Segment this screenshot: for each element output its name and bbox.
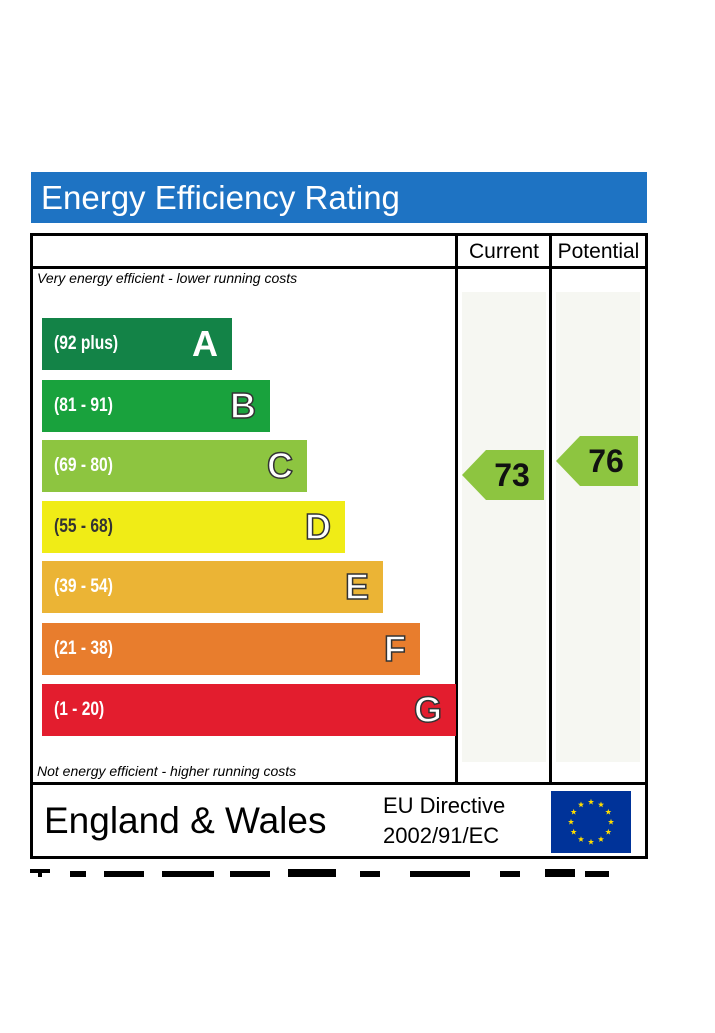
flag-star	[577, 836, 585, 842]
column-header-potential: Potential	[557, 240, 640, 263]
band-f: (21 - 38) F	[42, 623, 420, 675]
band-c: (69 - 80) C	[42, 440, 307, 492]
directive-line-1: EU Directive	[383, 793, 506, 818]
chart-title: Energy Efficiency Rating	[41, 179, 400, 216]
band-letter: F	[383, 627, 407, 670]
current-arrow-shape	[462, 450, 544, 500]
band-letter: D	[304, 505, 332, 548]
title-bar: Energy Efficiency Rating	[31, 172, 647, 223]
band-letter: C	[266, 444, 294, 487]
flag-star	[607, 818, 615, 825]
border-top	[30, 233, 648, 236]
footer-directive: EU Directive 2002/91/EC	[383, 791, 505, 851]
band-b: (81 - 91) B	[42, 380, 270, 432]
current-rating-arrow: 73	[462, 450, 544, 500]
band-g: (1 - 20) G	[42, 684, 456, 736]
band-letter: B	[229, 384, 257, 427]
border-right	[645, 233, 648, 859]
potential-rating-value: 76	[588, 443, 624, 479]
band-range-label: (21 - 38)	[54, 638, 113, 659]
directive-line-2: 2002/91/EC	[383, 823, 500, 848]
current-column-bg	[462, 292, 546, 762]
band-range-label: (69 - 80)	[54, 455, 113, 476]
border-header	[30, 266, 648, 269]
eu-flag-icon	[551, 791, 631, 853]
column-header-current: Current	[468, 240, 540, 263]
band-range-label: (39 - 54)	[54, 576, 113, 597]
flag-star	[570, 828, 577, 835]
band-range-label: (81 - 91)	[54, 395, 113, 416]
flag-star	[567, 818, 575, 825]
border-bottom	[30, 856, 648, 859]
current-rating-value: 73	[494, 457, 530, 493]
band-d: (55 - 68) D	[42, 501, 345, 553]
potential-column-bg	[556, 292, 640, 762]
flag-star	[577, 801, 585, 808]
potential-rating-arrow: 76	[556, 436, 638, 486]
border-footer-top	[30, 782, 648, 785]
band-letter: G	[413, 688, 443, 731]
divider-current	[455, 233, 458, 785]
footer-country: England & Wales	[44, 800, 327, 841]
bottom-note: Not energy efficient - higher running co…	[37, 763, 297, 779]
flag-star	[605, 808, 612, 815]
band-range-label: (55 - 68)	[54, 516, 113, 537]
rating-table	[30, 233, 648, 859]
top-note: Very energy efficient - lower running co…	[37, 270, 298, 286]
band-e: (39 - 54) E	[42, 561, 383, 613]
border-left	[30, 233, 33, 859]
band-letter: E	[344, 565, 370, 608]
cutoff-text-fragment	[30, 869, 609, 877]
flag-star	[597, 801, 605, 808]
band-letter: A	[192, 323, 218, 364]
flag-star	[570, 808, 577, 815]
flag-star	[597, 836, 605, 842]
divider-potential	[549, 233, 552, 785]
potential-arrow-shape	[556, 436, 638, 486]
band-a: (92 plus) A	[42, 318, 232, 370]
flag-star	[587, 838, 595, 845]
band-range-label: (1 - 20)	[54, 699, 105, 720]
flag-star	[605, 828, 612, 835]
band-range-label: (92 plus)	[54, 333, 119, 354]
flag-star	[587, 798, 595, 805]
